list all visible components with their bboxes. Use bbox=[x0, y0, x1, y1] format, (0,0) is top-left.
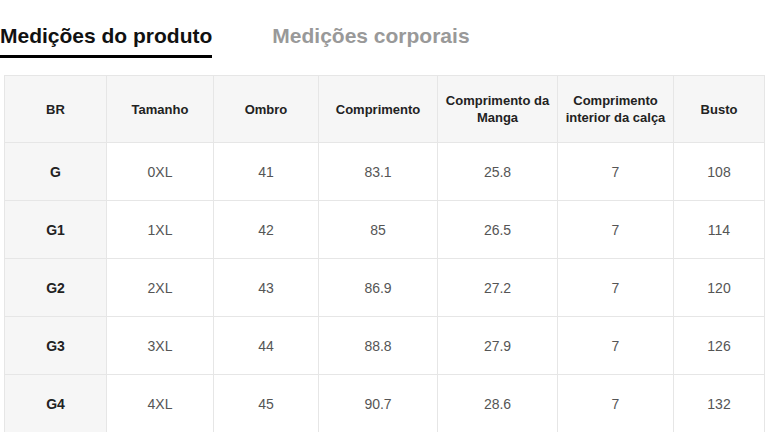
measurement-cell: 120 bbox=[674, 259, 765, 317]
measurement-cell: 7 bbox=[558, 143, 674, 201]
measurement-cell: 2XL bbox=[107, 259, 214, 317]
size-table: BRTamanhoOmbroComprimentoComprimento da … bbox=[4, 75, 765, 432]
column-header-ombro: Ombro bbox=[214, 76, 319, 143]
measurement-cell: 27.9 bbox=[438, 317, 558, 375]
measurement-cell: 83.1 bbox=[319, 143, 438, 201]
measurement-cell: 7 bbox=[558, 375, 674, 432]
measurement-cell: 26.5 bbox=[438, 201, 558, 259]
measurement-cell: 43 bbox=[214, 259, 319, 317]
tab-body-measurements[interactable]: Medições corporais bbox=[272, 24, 469, 48]
tab-bar: Medições do produto Medições corporais bbox=[0, 0, 769, 58]
measurement-cell: 45 bbox=[214, 375, 319, 432]
measurement-cell: 25.8 bbox=[438, 143, 558, 201]
measurement-cell: 126 bbox=[674, 317, 765, 375]
row-size-label: G2 bbox=[5, 259, 107, 317]
measurement-cell: 132 bbox=[674, 375, 765, 432]
table-row: G0XL4183.125.87108 bbox=[5, 143, 765, 201]
table-row: G44XL4590.728.67132 bbox=[5, 375, 765, 432]
measurement-cell: 108 bbox=[674, 143, 765, 201]
table-row: G11XL428526.57114 bbox=[5, 201, 765, 259]
measurement-cell: 85 bbox=[319, 201, 438, 259]
measurement-cell: 114 bbox=[674, 201, 765, 259]
column-header-comprimento-interior-da-calca: Comprimento interior da calça bbox=[558, 76, 674, 143]
measurement-cell: 86.9 bbox=[319, 259, 438, 317]
measurement-cell: 7 bbox=[558, 259, 674, 317]
table-row: G22XL4386.927.27120 bbox=[5, 259, 765, 317]
measurement-cell: 88.8 bbox=[319, 317, 438, 375]
measurement-cell: 42 bbox=[214, 201, 319, 259]
tab-product-measurements[interactable]: Medições do produto bbox=[0, 24, 212, 58]
row-size-label: G3 bbox=[5, 317, 107, 375]
row-size-label: G bbox=[5, 143, 107, 201]
column-header-comprimento-da-manga: Comprimento da Manga bbox=[438, 76, 558, 143]
size-chart-panel: Medições do produto Medições corporais B… bbox=[0, 0, 769, 432]
measurement-cell: 3XL bbox=[107, 317, 214, 375]
row-size-label: G4 bbox=[5, 375, 107, 432]
column-header-br: BR bbox=[5, 76, 107, 143]
row-size-label: G1 bbox=[5, 201, 107, 259]
measurement-cell: 1XL bbox=[107, 201, 214, 259]
size-table-header: BRTamanhoOmbroComprimentoComprimento da … bbox=[5, 76, 765, 143]
column-header-busto: Busto bbox=[674, 76, 765, 143]
measurement-cell: 44 bbox=[214, 317, 319, 375]
table-row: G33XL4488.827.97126 bbox=[5, 317, 765, 375]
measurement-cell: 28.6 bbox=[438, 375, 558, 432]
column-header-tamanho: Tamanho bbox=[107, 76, 214, 143]
measurement-cell: 4XL bbox=[107, 375, 214, 432]
measurement-cell: 7 bbox=[558, 201, 674, 259]
size-table-body: G0XL4183.125.87108G11XL428526.57114G22XL… bbox=[5, 143, 765, 432]
measurement-cell: 41 bbox=[214, 143, 319, 201]
header-row: BRTamanhoOmbroComprimentoComprimento da … bbox=[5, 76, 765, 143]
measurement-cell: 27.2 bbox=[438, 259, 558, 317]
measurement-cell: 0XL bbox=[107, 143, 214, 201]
measurement-cell: 90.7 bbox=[319, 375, 438, 432]
measurement-cell: 7 bbox=[558, 317, 674, 375]
column-header-comprimento: Comprimento bbox=[319, 76, 438, 143]
